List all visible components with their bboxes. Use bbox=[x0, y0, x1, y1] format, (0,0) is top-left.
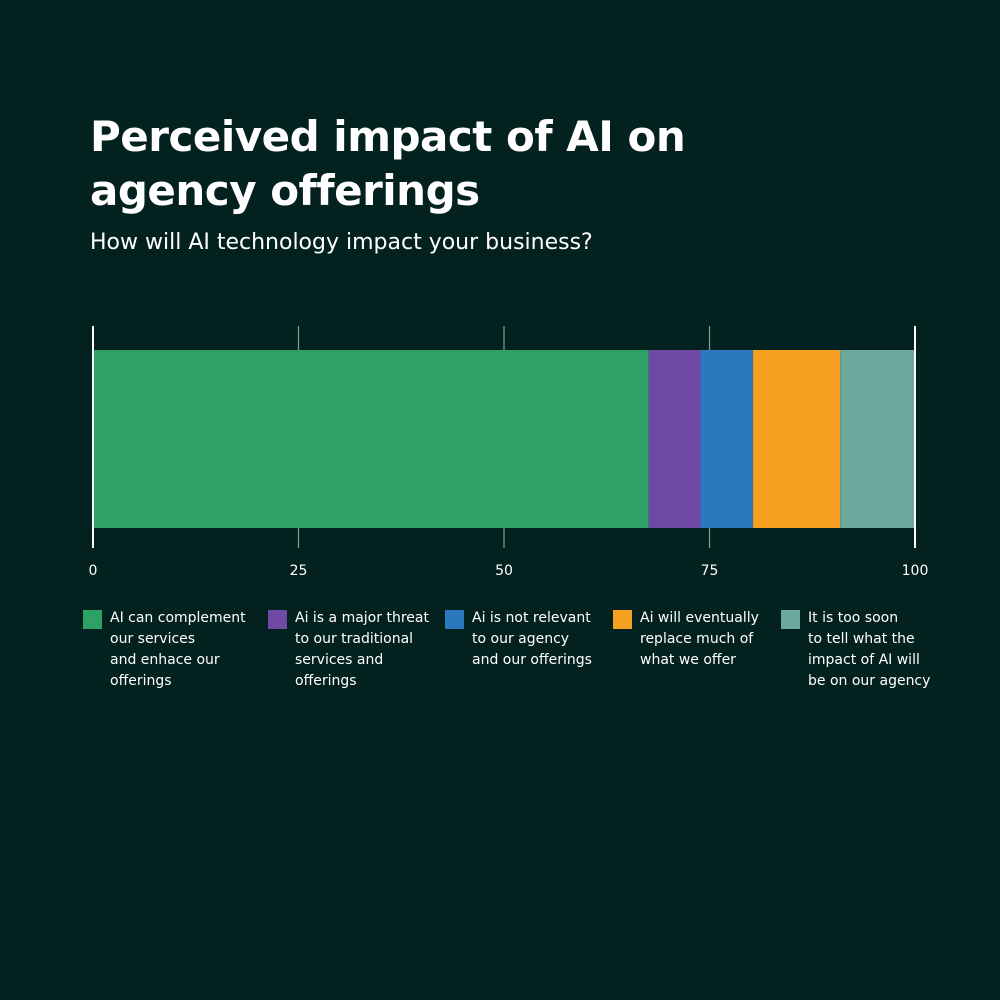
legend-label: Ai will eventually replace much of what … bbox=[640, 610, 759, 668]
legend-swatch bbox=[781, 610, 800, 629]
legend-item: It is too soon to tell what the impact o… bbox=[781, 608, 941, 692]
legend-label: AI can complement our services and enhac… bbox=[110, 610, 246, 689]
x-tick-label: 100 bbox=[902, 563, 929, 579]
legend-label: Ai is not relevant to our agency and our… bbox=[472, 610, 592, 668]
legend-swatch bbox=[445, 610, 464, 629]
x-tick-label: 25 bbox=[290, 563, 308, 579]
bar-segment-3 bbox=[700, 350, 754, 528]
legend-swatch bbox=[613, 610, 632, 629]
legend-item: Ai is not relevant to our agency and our… bbox=[445, 608, 613, 692]
bar-segment-1 bbox=[93, 350, 649, 528]
legend-label: It is too soon to tell what the impact o… bbox=[808, 610, 931, 689]
bar-segment-4 bbox=[753, 350, 841, 528]
legend-swatch bbox=[268, 610, 287, 629]
x-tick-label: 0 bbox=[89, 563, 98, 579]
chart-subtitle: How will AI technology impact your busin… bbox=[90, 230, 593, 255]
x-tick-label: 50 bbox=[495, 563, 513, 579]
legend-swatch bbox=[83, 610, 102, 629]
bar-segment-5 bbox=[840, 350, 915, 528]
x-tick-label: 75 bbox=[701, 563, 719, 579]
legend-item: Ai will eventually replace much of what … bbox=[613, 608, 781, 692]
legend-item: Ai is a major threat to our traditional … bbox=[268, 608, 445, 692]
legend-item: AI can complement our services and enhac… bbox=[83, 608, 268, 692]
chart-title: Perceived impact of AI on agency offerin… bbox=[90, 112, 686, 215]
legend-label: Ai is a major threat to our traditional … bbox=[295, 610, 429, 689]
bar-segment-2 bbox=[648, 350, 701, 528]
legend: AI can complement our services and enhac… bbox=[83, 608, 941, 692]
